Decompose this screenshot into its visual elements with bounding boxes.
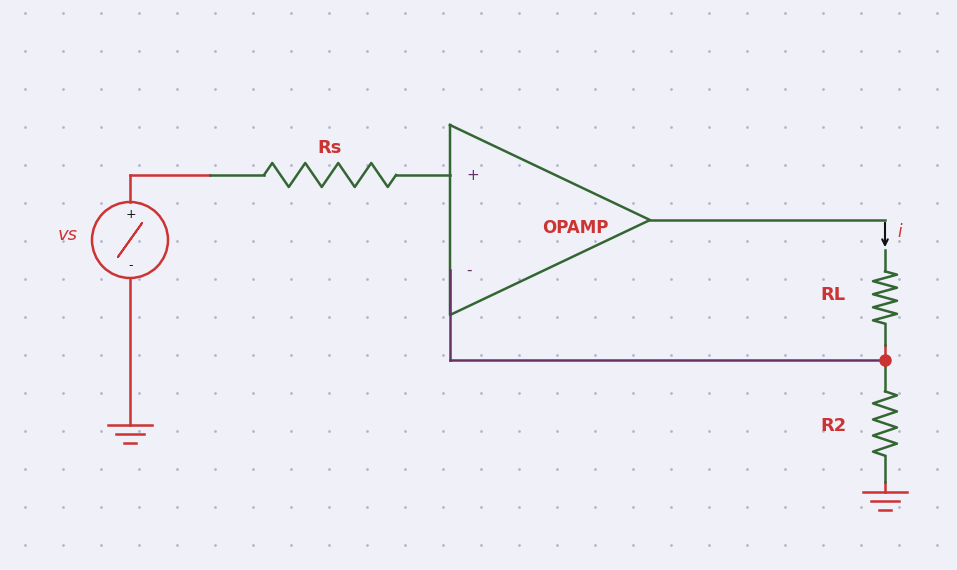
Text: R2: R2: [820, 417, 846, 435]
Text: i: i: [897, 223, 901, 241]
Text: +: +: [466, 168, 478, 182]
Text: RL: RL: [820, 286, 846, 304]
Text: -: -: [129, 259, 133, 272]
Text: vs: vs: [58, 226, 78, 244]
Text: +: +: [125, 207, 136, 221]
Text: Rs: Rs: [318, 139, 343, 157]
Text: OPAMP: OPAMP: [542, 219, 609, 237]
Text: -: -: [466, 263, 472, 278]
